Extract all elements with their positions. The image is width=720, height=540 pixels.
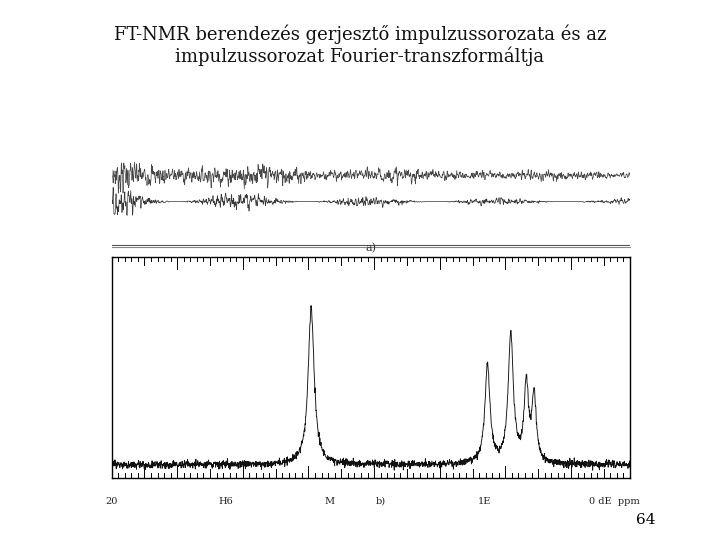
Text: M: M [324, 497, 334, 506]
Text: a): a) [365, 243, 377, 254]
Text: 64: 64 [636, 512, 655, 526]
Text: 0 dE  ppm: 0 dE ppm [589, 497, 640, 506]
Text: 20: 20 [105, 497, 118, 506]
Text: 1E: 1E [478, 497, 492, 506]
Text: FT-NMR berendezés gerjesztő impulzussorozata és az
impulzussorozat Fourier-trans: FT-NMR berendezés gerjesztő impulzussoro… [114, 24, 606, 66]
Text: b): b) [376, 497, 386, 506]
Text: H6: H6 [218, 497, 233, 506]
